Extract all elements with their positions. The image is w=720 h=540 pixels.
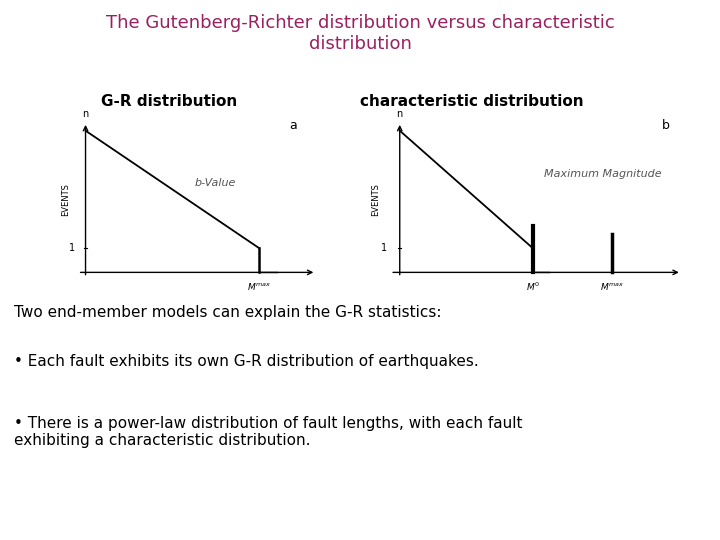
Text: distribution: distribution	[309, 35, 411, 53]
Text: $M^0$: $M^0$	[526, 281, 540, 293]
Text: 1: 1	[69, 243, 75, 253]
Text: Two end-member models can explain the G-R statistics:: Two end-member models can explain the G-…	[14, 305, 442, 320]
Text: $M^{max}$: $M^{max}$	[600, 281, 624, 292]
Text: • Each fault exhibits its own G-R distribution of earthquakes.: • Each fault exhibits its own G-R distri…	[14, 354, 479, 369]
Text: n: n	[82, 109, 89, 119]
Text: characteristic distribution: characteristic distribution	[360, 94, 583, 110]
Text: $M^{max}$: $M^{max}$	[247, 281, 271, 292]
Text: 1: 1	[381, 243, 387, 253]
Text: The Gutenberg-Richter distribution versus characteristic: The Gutenberg-Richter distribution versu…	[106, 14, 614, 31]
Text: • There is a power-law distribution of fault lengths, with each fault
exhibiting: • There is a power-law distribution of f…	[14, 416, 523, 448]
Text: G-R distribution: G-R distribution	[101, 94, 238, 110]
Text: EVENTS: EVENTS	[62, 184, 71, 216]
Text: a: a	[289, 119, 297, 132]
Text: b-Value: b-Value	[194, 178, 236, 187]
Text: Maximum Magnitude: Maximum Magnitude	[544, 169, 661, 179]
Text: b: b	[662, 119, 670, 132]
Text: EVENTS: EVENTS	[372, 184, 380, 216]
Text: n: n	[397, 109, 403, 119]
